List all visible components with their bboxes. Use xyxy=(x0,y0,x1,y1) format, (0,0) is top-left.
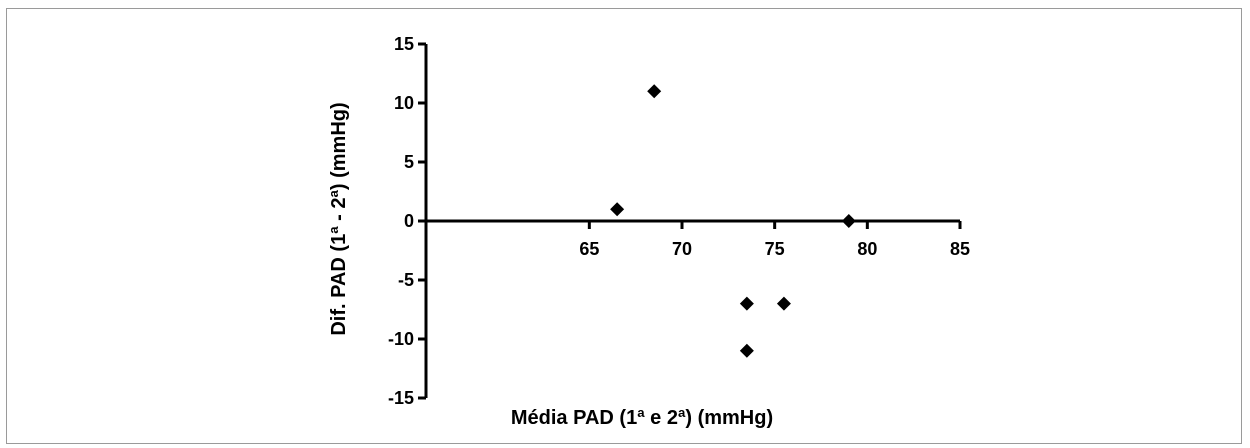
y-tick-label: -10 xyxy=(388,329,414,349)
figure-frame xyxy=(6,8,1242,444)
x-tick-label: 75 xyxy=(765,239,785,259)
y-tick-label: 0 xyxy=(404,211,414,231)
x-tick-label: 85 xyxy=(950,239,970,259)
ticks: 15 10 5 0 -5 -10 -15 65 70 75 80 85 xyxy=(388,34,970,408)
x-tick-label: 70 xyxy=(672,239,692,259)
y-tick-label: -5 xyxy=(398,270,414,290)
x-tick-label: 65 xyxy=(579,239,599,259)
data-point-diamond xyxy=(739,296,754,311)
y-tick-label: 15 xyxy=(394,34,414,54)
data-point-diamond xyxy=(647,84,662,99)
data-point-diamond xyxy=(739,343,754,358)
x-axis-title: Média PAD (1ª e 2ª) (mmHg) xyxy=(511,407,773,429)
y-tick-label: 10 xyxy=(394,93,414,113)
data-point-diamond xyxy=(776,296,791,311)
x-tick-label: 80 xyxy=(857,239,877,259)
data-point-diamond xyxy=(841,214,856,228)
y-tick-label: 5 xyxy=(404,152,414,172)
data-point-diamond xyxy=(610,202,625,217)
y-tick-label: -15 xyxy=(388,388,414,408)
axes xyxy=(424,44,960,398)
data-points xyxy=(610,84,856,358)
y-axis-title: Dif. PAD (1ª - 2ª) (mmHg) xyxy=(328,102,350,335)
